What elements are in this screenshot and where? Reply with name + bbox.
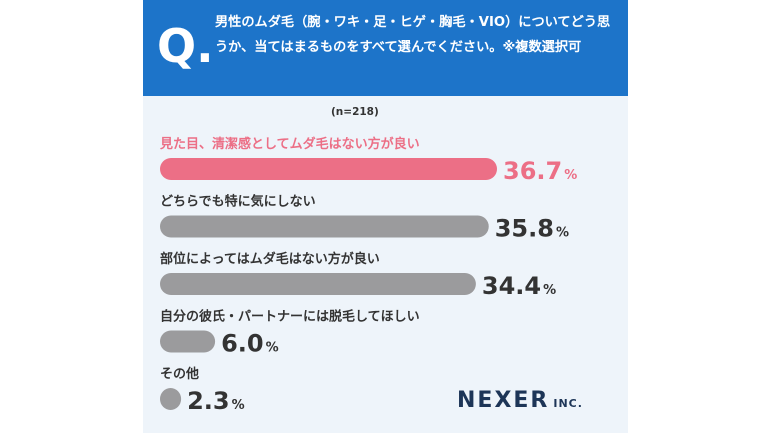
bar <box>160 388 182 410</box>
bar <box>160 215 489 238</box>
bar <box>160 273 476 295</box>
value-label: 36.7 <box>503 157 562 185</box>
bar <box>160 330 216 353</box>
unit-label: % <box>564 168 577 183</box>
unit-label: % <box>266 341 279 356</box>
unit-label: % <box>556 226 569 241</box>
bar <box>160 158 497 180</box>
category-label: 自分の彼氏・パートナーには脱毛してほしい <box>160 309 420 325</box>
question-header: Q. 男性のムダ毛（腕・ワキ・足・ヒゲ・胸毛・VIO）についてどう思うか、当ては… <box>143 0 628 96</box>
question-text: 男性のムダ毛（腕・ワキ・足・ヒゲ・胸毛・VIO）についてどう思うか、当てはまるも… <box>215 15 611 55</box>
bar-chart: 見た目、清潔感としてムダ毛はない方が良い 36.7 % どちらでも特に気にしない 35.… <box>159 136 577 415</box>
category-label: その他 <box>160 366 199 382</box>
unit-label: % <box>232 398 245 413</box>
unit-label: % <box>543 283 556 298</box>
sample-size-label: (n=218) <box>331 106 379 118</box>
value-label: 34.4 <box>482 272 541 300</box>
category-label: どちらでも特に気にしない <box>160 194 316 210</box>
logo-sub: INC. <box>553 397 583 410</box>
nexer-logo: NEXER INC. <box>457 388 583 413</box>
category-label: 見た目、清潔感としてムダ毛はない方が良い <box>159 136 420 152</box>
value-label: 6.0 <box>221 330 264 358</box>
survey-card: Q. 男性のムダ毛（腕・ワキ・足・ヒゲ・胸毛・VIO）についてどう思うか、当ては… <box>143 0 628 433</box>
value-label: 2.3 <box>187 387 230 415</box>
category-label: 部位によってはムダ毛はない方が良い <box>160 251 380 267</box>
logo-main: NEXER <box>457 388 550 413</box>
chart-area <box>143 96 628 433</box>
value-label: 35.8 <box>495 215 554 243</box>
